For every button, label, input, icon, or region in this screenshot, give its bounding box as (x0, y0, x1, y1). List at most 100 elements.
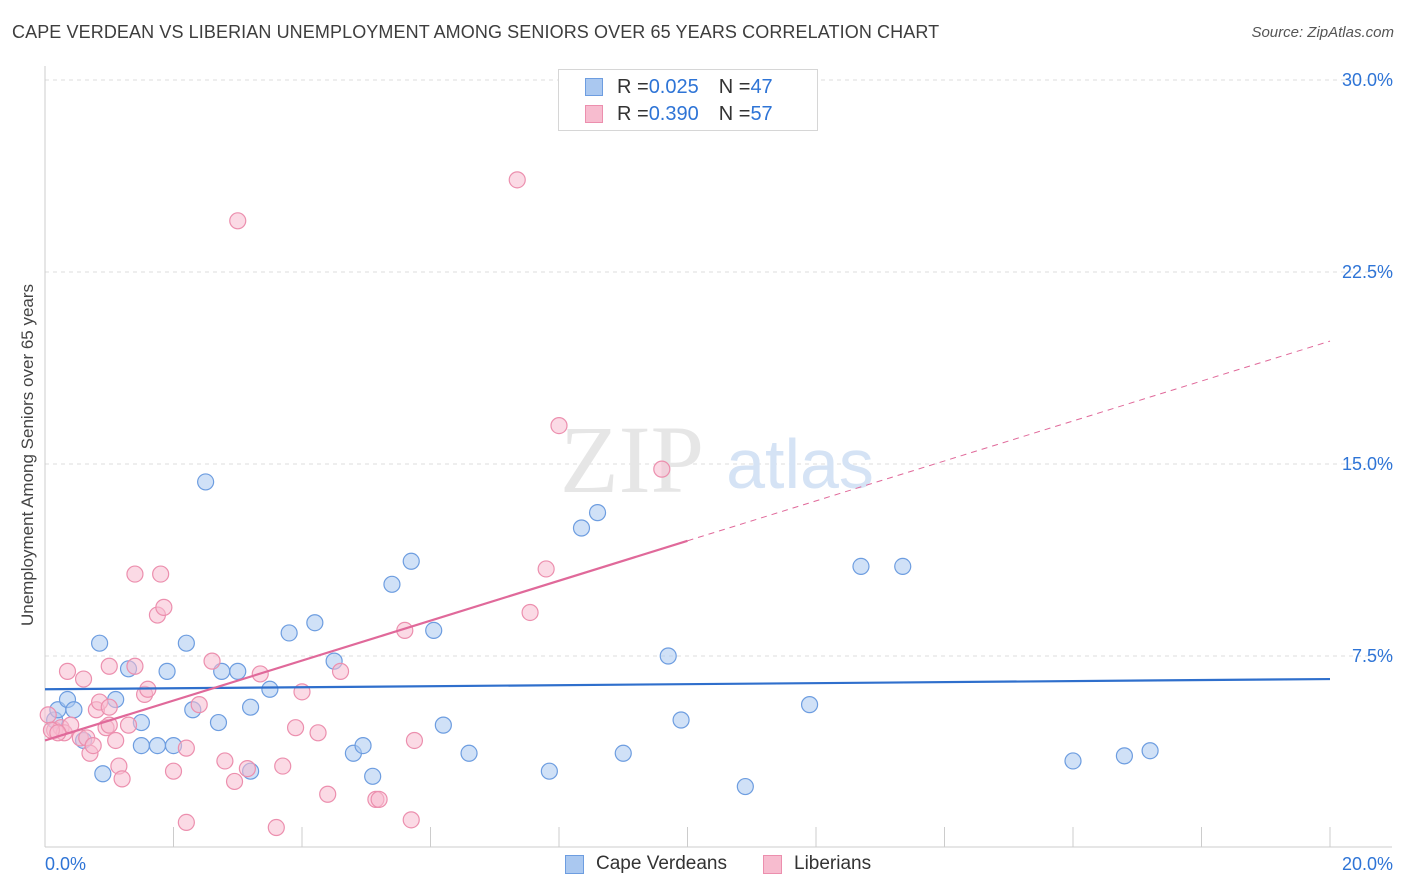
cape-verdean-point (460, 744, 478, 762)
cape-verdean-point (402, 552, 420, 570)
liberian-point (537, 560, 555, 578)
cape-verdean-point (614, 744, 632, 762)
cape-verdean-point (132, 736, 150, 755)
liberian-point (331, 662, 350, 680)
liberian-point (267, 818, 285, 837)
liberian-point (550, 417, 568, 435)
legend-r-value: 0.390 (648, 102, 699, 125)
legend-row-liberians: R = 0.390 N = 57 (585, 102, 773, 126)
cape-verdean-point (736, 777, 754, 796)
liberian-point (405, 731, 424, 750)
liberian-point (84, 736, 102, 755)
cape-verdean-point (659, 647, 677, 665)
liberian-point (286, 719, 305, 737)
liberian-point (225, 772, 244, 791)
cape-verdean-point (177, 634, 195, 652)
cape-verdean-point (364, 767, 382, 785)
bottom-legend-swatch-liberians (763, 854, 782, 874)
cape-verdean-point (261, 680, 279, 698)
liberian-point (126, 565, 144, 583)
cape-verdean-point (852, 557, 870, 576)
liberian-point (152, 565, 170, 583)
liberian-point (402, 811, 420, 829)
liberian-point (229, 212, 247, 230)
cape-verdean-point (197, 473, 215, 491)
liberian-point (508, 171, 526, 189)
cape-verdean-point (434, 716, 452, 734)
cape-verdean-point (94, 765, 112, 783)
bottom-legend-liberians: Liberians (763, 852, 871, 876)
bottom-legend-label-liberians: Liberians (794, 853, 872, 874)
legend-r-label: R = (617, 75, 649, 98)
cape-verdean-point (306, 614, 324, 632)
liberian-point (74, 670, 93, 688)
cape-verdean-point (354, 736, 372, 755)
cape-verdean-point (280, 624, 298, 642)
watermark: ZIP atlas (560, 406, 874, 513)
liberian-point (126, 657, 144, 675)
liberian-point (521, 603, 539, 622)
liberian-point (177, 813, 195, 832)
legend-r-value: 0.025 (648, 75, 699, 98)
legend-n-value: 57 (750, 102, 773, 125)
cape-verdean-point (1064, 752, 1082, 770)
cape-verdean-point (242, 698, 260, 716)
cape-verdean-point (588, 504, 607, 522)
liberian-point (274, 757, 292, 775)
x-tick-label: 0.0% (45, 854, 86, 874)
legend-r-label: R = (617, 102, 649, 125)
x-tick-label: 20.0% (1342, 854, 1393, 874)
cape-verdean-point (65, 701, 83, 719)
chart-title: CAPE VERDEAN VS LIBERIAN UNEMPLOYMENT AM… (12, 22, 940, 42)
cape-verdean-point (209, 713, 228, 732)
y-tick-label: 30.0% (1342, 70, 1393, 90)
liberian-point (119, 716, 138, 734)
cape-verdean-point (229, 662, 247, 680)
liberian-point (113, 770, 131, 788)
cape-verdean-point (158, 662, 176, 680)
legend-n-label: N = (718, 102, 751, 125)
cape-verdean-point (800, 696, 819, 714)
trend-line-liberians (44, 539, 688, 742)
axes (44, 66, 1392, 848)
cape-verdean-point (540, 762, 558, 780)
liberian-point (155, 598, 173, 616)
liberian-point (653, 460, 671, 478)
liberian-point (100, 698, 118, 716)
y-tick-label: 22.5% (1342, 262, 1393, 282)
liberian-point (177, 739, 195, 757)
source-credit: Source: ZipAtlas.com (1251, 24, 1394, 41)
grid-lines (45, 79, 1392, 657)
data-points (39, 171, 1159, 837)
y-tick-label: 7.5% (1352, 646, 1393, 666)
liberian-point (319, 785, 337, 803)
watermark-atlas: atlas (726, 425, 874, 503)
cape-verdean-point (672, 711, 690, 729)
trend-line-liberians-extension (687, 340, 1331, 542)
legend-n-value: 47 (750, 75, 773, 98)
legend-swatch-liberians (585, 105, 603, 123)
bottom-legend-cape-verdeans: Cape Verdeans (565, 852, 727, 876)
legend-row-cape-verdeans: R = 0.025 N = 47 (585, 75, 773, 99)
liberian-point (58, 662, 77, 680)
liberian-point (39, 706, 57, 724)
correlation-legend: R = 0.025 N = 47 R = 0.390 N = 57 (558, 69, 818, 131)
trend-line-cape-verdeans (44, 677, 1331, 691)
cape-verdean-point (425, 621, 443, 640)
cape-verdean-point (148, 736, 167, 755)
bottom-legend-label-cape-verdeans: Cape Verdeans (596, 853, 727, 874)
liberian-point (370, 790, 388, 808)
y-tick-label: 15.0% (1342, 454, 1393, 474)
watermark-zip: ZIP (560, 406, 704, 513)
legend-swatch-cape-verdeans (585, 78, 603, 96)
liberian-point (203, 652, 221, 670)
cape-verdean-point (383, 575, 401, 593)
cape-verdean-point (572, 519, 591, 537)
legend-n-label: N = (718, 75, 751, 98)
trend-lines (44, 340, 1331, 742)
liberian-point (164, 762, 183, 780)
cape-verdean-point (1115, 747, 1134, 765)
liberian-point (309, 724, 327, 742)
liberian-point (190, 696, 208, 714)
